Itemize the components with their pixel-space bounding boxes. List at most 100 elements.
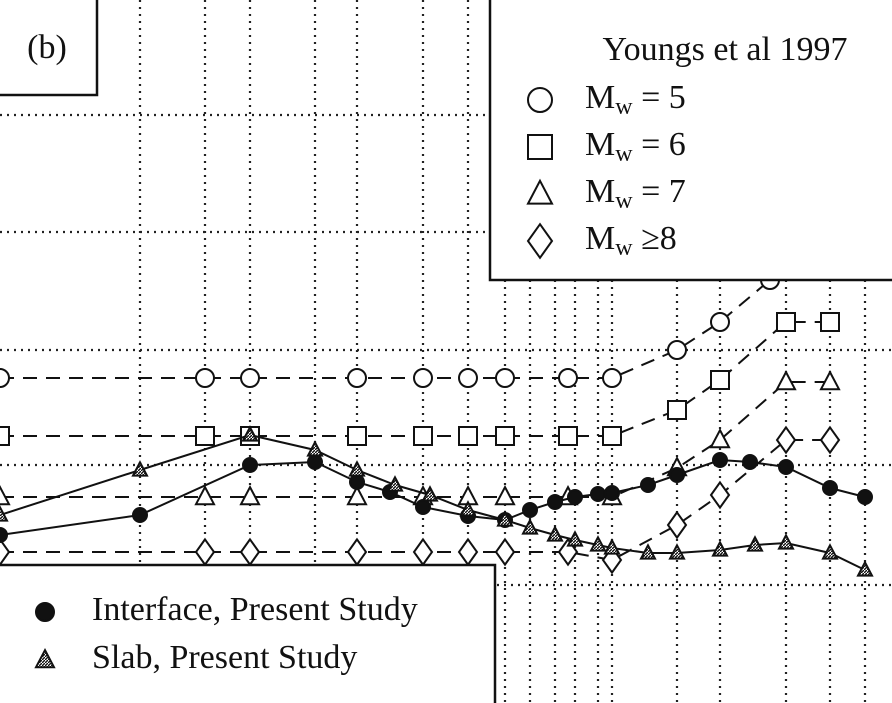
marker: [821, 543, 839, 560]
marker: [778, 459, 794, 475]
marker: [709, 480, 731, 510]
marker: [306, 440, 324, 457]
marker: [412, 537, 434, 567]
marker: [777, 533, 795, 550]
marker: [0, 368, 10, 388]
marker: [820, 312, 840, 332]
marker: [602, 426, 622, 446]
marker: [307, 454, 323, 470]
marker: [709, 427, 731, 449]
marker: [566, 530, 584, 547]
marker: [348, 460, 366, 477]
marker: [604, 485, 620, 501]
marker: [194, 484, 216, 506]
marker: [590, 486, 606, 502]
marker: [132, 507, 148, 523]
marker: [775, 369, 797, 391]
marker: [0, 484, 11, 506]
marker: [602, 368, 622, 388]
marker: [857, 489, 873, 505]
marker: [668, 543, 686, 560]
marker: [742, 454, 758, 470]
marker: [0, 537, 11, 567]
series-line: [0, 279, 771, 379]
marker: [458, 368, 478, 388]
legend-label: Mw ≥8: [585, 220, 677, 261]
marker: [775, 425, 797, 455]
marker: [34, 647, 56, 669]
marker: [495, 368, 515, 388]
legend-box: [488, 0, 892, 282]
marker: [413, 426, 433, 446]
marker: [822, 480, 838, 496]
marker: [710, 312, 730, 332]
marker: [496, 510, 514, 527]
series-line: [0, 433, 866, 571]
marker: [347, 368, 367, 388]
marker: [640, 477, 656, 493]
marker: [669, 467, 685, 483]
legend-label: Interface, Present Study: [92, 591, 418, 628]
marker: [558, 426, 578, 446]
marker: [589, 535, 607, 552]
marker: [347, 426, 367, 446]
legend-label: Slab, Present Study: [92, 639, 357, 676]
marker: [239, 537, 261, 567]
marker: [711, 540, 729, 557]
marker: [526, 178, 554, 205]
marker: [494, 537, 516, 567]
marker: [603, 538, 621, 555]
marker: [0, 426, 10, 446]
legend-label: Mw = 7: [585, 173, 686, 214]
marker: [346, 537, 368, 567]
legend-label: Mw = 5: [585, 79, 686, 120]
marker: [494, 484, 516, 506]
marker: [0, 527, 8, 543]
marker: [457, 537, 479, 567]
marker: [241, 425, 259, 442]
marker: [195, 368, 215, 388]
marker: [495, 426, 515, 446]
marker: [666, 510, 688, 540]
marker: [386, 475, 404, 492]
legend-label: Mw = 6: [585, 126, 686, 167]
marker: [558, 368, 578, 388]
marker: [526, 222, 554, 260]
marker: [459, 500, 477, 517]
panel-label-box: (b): [0, 0, 99, 97]
marker: [667, 400, 687, 420]
marker: [421, 485, 439, 502]
marker: [240, 368, 260, 388]
marker: [856, 560, 874, 577]
marker: [0, 505, 9, 522]
marker: [349, 474, 365, 490]
marker: [819, 425, 841, 455]
marker: [527, 87, 553, 113]
marker: [667, 340, 687, 360]
series-line: [0, 439, 830, 562]
legend-box: [0, 563, 497, 703]
panel-label: (b): [27, 29, 67, 66]
marker: [746, 535, 764, 552]
marker: [567, 489, 583, 505]
marker: [415, 499, 431, 515]
marker: [776, 312, 796, 332]
marker: [819, 369, 841, 391]
marker: [458, 426, 478, 446]
marker: [712, 452, 728, 468]
marker: [242, 457, 258, 473]
marker: [546, 525, 564, 542]
marker: [194, 537, 216, 567]
marker: [131, 460, 149, 477]
marker: [346, 484, 368, 506]
marker: [413, 368, 433, 388]
marker: [239, 484, 261, 506]
marker: [522, 502, 538, 518]
marker: [547, 494, 563, 510]
legend-title: Youngs et al 1997: [603, 31, 848, 68]
marker: [527, 134, 553, 160]
marker: [521, 518, 539, 535]
marker: [639, 543, 657, 560]
marker: [710, 370, 730, 390]
